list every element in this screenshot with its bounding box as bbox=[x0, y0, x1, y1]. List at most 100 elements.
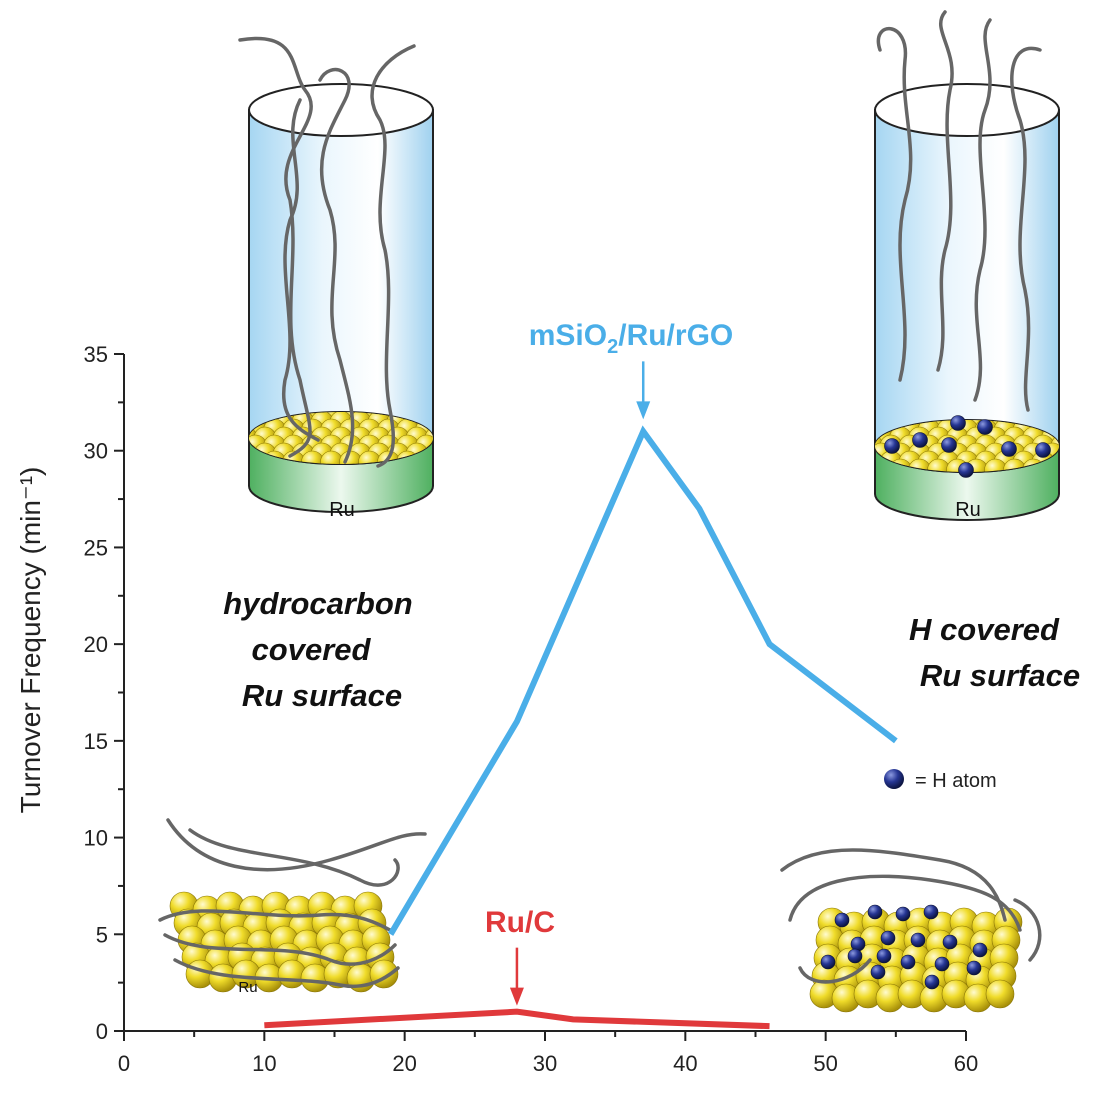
ru-atom bbox=[530, 451, 552, 473]
ru-atom bbox=[1080, 411, 1102, 433]
h-atom-legend-text: = H atom bbox=[915, 770, 997, 792]
h-atom bbox=[934, 956, 950, 972]
hydrocarbon-chain bbox=[936, 10, 954, 372]
ru-atom bbox=[188, 419, 210, 441]
h-atom bbox=[942, 934, 958, 950]
ru-atom bbox=[1080, 459, 1102, 481]
ru-label-particle: Ru bbox=[238, 979, 257, 996]
h-atom bbox=[820, 954, 836, 970]
ru-atom bbox=[454, 451, 476, 473]
h-atom bbox=[850, 936, 866, 952]
ru-atom bbox=[985, 979, 1015, 1009]
ru-atom bbox=[150, 435, 172, 457]
y-tick-label: 25 bbox=[84, 535, 108, 560]
hydrocarbon-covered-pore-illustration: Ru bbox=[140, 36, 552, 521]
h-atom bbox=[912, 432, 928, 448]
left-label-line2: covered bbox=[252, 632, 372, 667]
h-atom bbox=[910, 932, 926, 948]
ru-atom bbox=[473, 435, 495, 457]
ru-atom bbox=[159, 427, 181, 449]
series-layer bbox=[264, 425, 898, 1030]
ru-atom bbox=[511, 403, 533, 425]
h-atom bbox=[876, 948, 892, 964]
h-atom bbox=[924, 974, 940, 990]
ru-atom bbox=[795, 411, 817, 433]
ru-atom bbox=[1061, 411, 1083, 433]
ru-atom bbox=[1108, 435, 1114, 457]
h-atom bbox=[847, 948, 863, 964]
ru-atom bbox=[785, 419, 807, 441]
ru-atom bbox=[1099, 411, 1114, 433]
ru-atom bbox=[776, 427, 798, 449]
y-tick-label: 10 bbox=[84, 826, 108, 851]
ru-atom bbox=[188, 451, 210, 473]
ru-atom bbox=[1108, 451, 1114, 473]
ru-atom bbox=[207, 435, 229, 457]
ru-atom bbox=[501, 411, 523, 433]
ru-atom bbox=[785, 435, 807, 457]
hydrocarbon-chain bbox=[238, 36, 313, 458]
ru-atom bbox=[833, 427, 855, 449]
ru-atom bbox=[150, 451, 172, 473]
h-covered-pore-illustration: Ru bbox=[766, 10, 1114, 521]
ru-atom bbox=[197, 411, 219, 433]
ru-atom bbox=[852, 459, 874, 481]
ru-atom bbox=[852, 411, 874, 433]
ru-atom bbox=[454, 403, 476, 425]
ru-atom bbox=[1061, 443, 1083, 465]
ru-atom bbox=[140, 427, 162, 449]
ru-atom bbox=[530, 435, 552, 457]
hydrocarbon-chain bbox=[876, 26, 913, 382]
ru-atom bbox=[226, 403, 248, 425]
series-label-rest: /Ru/rGO bbox=[618, 319, 733, 352]
h-atom bbox=[884, 438, 900, 454]
ru-atom bbox=[169, 419, 191, 441]
ru-atom bbox=[169, 403, 191, 425]
arrow-head bbox=[509, 987, 524, 1006]
ru-atom bbox=[197, 427, 219, 449]
h-atom bbox=[950, 415, 966, 431]
hydrocarbon-chain bbox=[166, 818, 427, 872]
h-atom bbox=[870, 964, 886, 980]
ru-atom bbox=[140, 411, 162, 433]
y-tick-label: 30 bbox=[84, 439, 108, 464]
x-ticks: 0 10 20 30 40 50 60 bbox=[118, 1031, 978, 1076]
x-tick-label: 50 bbox=[813, 1051, 837, 1076]
arrow-head bbox=[636, 401, 651, 420]
left-label-line3: Ru surface bbox=[242, 678, 402, 713]
ru-atom bbox=[444, 411, 466, 433]
ru-atom bbox=[766, 435, 788, 457]
ru-atom bbox=[207, 451, 229, 473]
ru-atom bbox=[159, 411, 181, 433]
h-atoms bbox=[820, 904, 988, 990]
ru-atom bbox=[520, 411, 542, 433]
hydrocarbon-chain bbox=[780, 848, 1007, 922]
hydrocarbon-chain bbox=[370, 44, 416, 468]
ru-atom bbox=[823, 451, 845, 473]
ru-atom bbox=[178, 427, 200, 449]
msio2-pointer-arrow bbox=[636, 361, 651, 420]
y-tick-label: 15 bbox=[84, 729, 108, 754]
ru-atom bbox=[1070, 435, 1092, 457]
ru-atom bbox=[216, 427, 238, 449]
ru-atom bbox=[435, 435, 457, 457]
ru-atom bbox=[226, 435, 248, 457]
hydrocarbon-chain bbox=[158, 909, 392, 932]
y-ticks: 0 5 10 15 20 25 30 35 bbox=[84, 342, 124, 1044]
ru-atom bbox=[852, 443, 874, 465]
ru-atom bbox=[188, 403, 210, 425]
ru-atom bbox=[1089, 435, 1111, 457]
ru-atom bbox=[1099, 427, 1114, 449]
left-label-line1: hydrocarbon bbox=[223, 586, 412, 621]
ru-atom bbox=[169, 451, 191, 473]
x-tick-label: 20 bbox=[392, 1051, 416, 1076]
hydrocarbon-covered-label: hydrocarbon covered Ru surface bbox=[223, 586, 412, 713]
ru-atom bbox=[823, 419, 845, 441]
svg-text:mSiO2/Ru/rGO: mSiO2/Ru/rGO bbox=[529, 319, 734, 358]
ru-atom bbox=[795, 427, 817, 449]
ru-atom bbox=[776, 411, 798, 433]
hydrocarbon-covered-ru-particle: Ru bbox=[158, 818, 427, 996]
ru-label-left-cylinder: Ru bbox=[329, 499, 355, 521]
h-atom bbox=[977, 419, 993, 435]
